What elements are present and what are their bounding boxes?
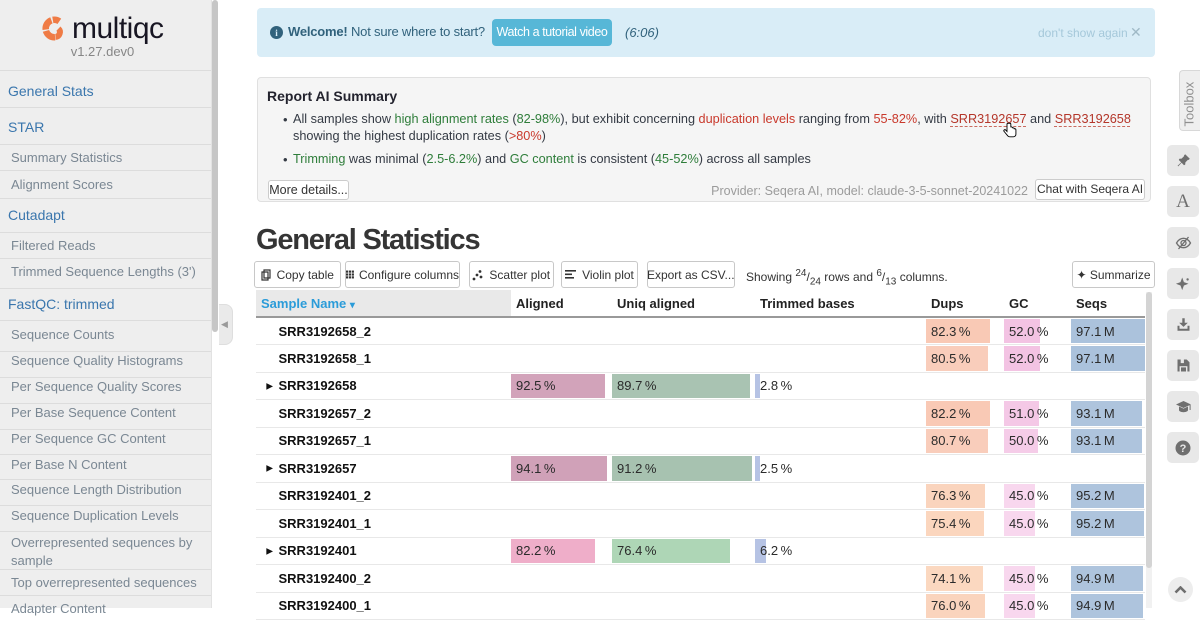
svg-text:?: ?: [1180, 442, 1187, 454]
svg-text:i: i: [275, 28, 278, 38]
